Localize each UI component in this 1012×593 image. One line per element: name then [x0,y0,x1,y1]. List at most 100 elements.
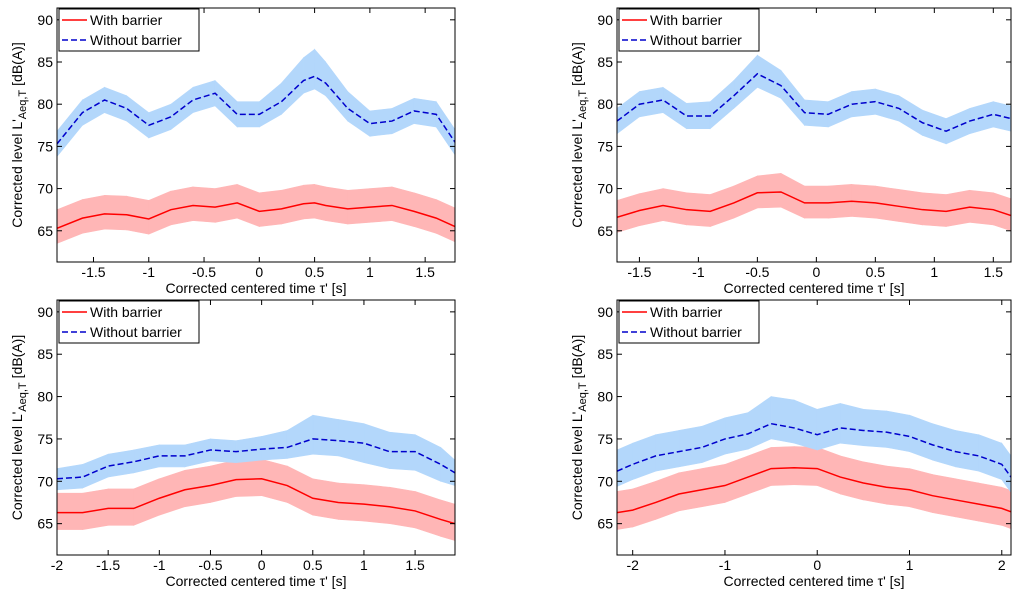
y-tick-label: 80 [597,389,613,405]
confidence-band [655,430,680,472]
confidence-band [210,459,237,503]
confidence-band [686,101,711,129]
x-tick-label: -1.5 [81,264,105,280]
confidence-band [347,90,371,137]
confidence-band [314,48,326,97]
confidence-band [747,396,772,450]
confidence-band [898,95,923,136]
y-axis-label: Corrected level L'Aeq,T [dB(A)] [569,335,589,520]
x-axis-label: Corrected centered time τ' [s] [166,573,347,589]
confidence-band [733,175,758,219]
x-tick-label: 1.5 [415,264,435,280]
y-tick-label: 80 [37,389,53,405]
y-label-main: Corrected level L' [9,412,25,521]
axes-box [56,7,456,263]
series-line [617,422,1011,478]
confidence-band [281,56,304,116]
x-tick-label: 0.5 [303,557,323,573]
confidence-band [57,199,83,244]
x-tick-label: -1 [153,557,166,573]
y-label-main: Corrected level L' [569,119,585,228]
x-tick-label: 1.5 [405,557,425,573]
y-tick-label: 65 [597,223,613,239]
y-label-main: Corrected level L' [569,412,585,521]
series-line [57,202,455,229]
confidence-band [259,189,282,227]
y-tick-label: 75 [597,138,613,154]
confidence-band [259,82,282,128]
x-tick-label: 0 [258,557,266,573]
legend-label: Without barrier [90,32,182,48]
x-tick-label: 0 [813,557,821,573]
confidence-band [286,465,314,516]
confidence-band [816,402,841,451]
plot-area [57,414,455,541]
x-tick-label: 2 [998,557,1006,573]
y-tick-label: 75 [37,138,53,154]
y-tick-label: 90 [37,12,53,28]
confidence-band [863,408,887,448]
x-tick-label: 1 [906,557,914,573]
y-tick-label: 70 [597,473,613,489]
confidence-band [886,410,910,453]
confidence-band [414,491,441,537]
confidence-band [793,399,818,451]
x-tick-label: 1 [930,264,938,280]
confidence-band [724,455,749,503]
confidence-band [993,192,1011,232]
subplot: -2 -1.5 -1 -0.5 0 0.5 1 1.5 65 70 75 80 85 90 Correcte… [9,299,456,589]
confidence-band [347,188,371,225]
confidence-band [148,190,172,235]
confidence-band [780,69,805,127]
confidence-band [303,48,315,94]
confidence-band [804,185,829,219]
x-tick-label: 1 [360,557,368,573]
plot-area [57,48,455,244]
confidence-band [391,97,415,135]
legend-label: Without barrier [650,324,742,340]
y-tick-label: 70 [37,181,53,197]
x-tick-label: -1.5 [627,264,651,280]
y-axis-label: Corrected level L'Aeq,T [dB(A)] [9,335,29,520]
series-line [617,466,1011,514]
plot-area [617,54,1011,233]
y-tick-label: 85 [597,346,613,362]
confidence-band [839,402,864,447]
legend-label: With barrier [650,12,723,28]
y-axis-label: Corrected level L'Aeq,T [dB(A)] [569,42,589,227]
legend-box [618,300,760,344]
x-tick-label: -0.5 [192,264,216,280]
subplot: -1.5 -1 -0.5 0 0.5 1 1.5 65 70 75 80 85 90 Corrected … [9,7,456,296]
y-label-sub: Aeq,T [577,90,589,120]
x-tick-label: -1 [692,264,705,280]
confidence-band [993,101,1011,132]
subplot: -2 -1 0 1 2 65 70 75 80 85 90 Corrected centered ti… [569,299,1012,589]
x-axis-label: Corrected centered time τ' [s] [724,280,905,296]
x-tick-label: -1 [143,264,156,280]
confidence-band [757,173,782,209]
confidence-band [235,436,262,463]
y-label-unit: [dB(A)] [569,335,585,379]
confidence-band [804,99,829,128]
y-label-main: Corrected level L' [9,119,25,228]
series-line [57,75,455,145]
y-tick-label: 90 [597,304,613,320]
y-tick-label: 65 [37,516,53,532]
subplot: -1.5 -1 -0.5 0 0.5 1 1.5 65 70 75 80 85 90 Corrected … [569,7,1012,296]
x-tick-label: -2 [51,557,64,573]
confidence-band [235,458,262,497]
confidence-band [314,183,326,222]
y-label-unit: [dB(A)] [569,42,585,86]
y-tick-label: 90 [37,304,53,320]
y-axis-label: Corrected level L'Aeq,T [dB(A)] [9,42,29,227]
confidence-band [757,54,782,99]
y-tick-label: 70 [597,181,613,197]
confidence-band [192,186,216,223]
x-tick-label: 0 [812,264,820,280]
axes-box [616,7,1012,263]
confidence-band [886,465,910,508]
x-tick-label: 0.5 [305,264,325,280]
x-tick-label: 1 [366,264,374,280]
x-tick-label: -2 [626,557,639,573]
